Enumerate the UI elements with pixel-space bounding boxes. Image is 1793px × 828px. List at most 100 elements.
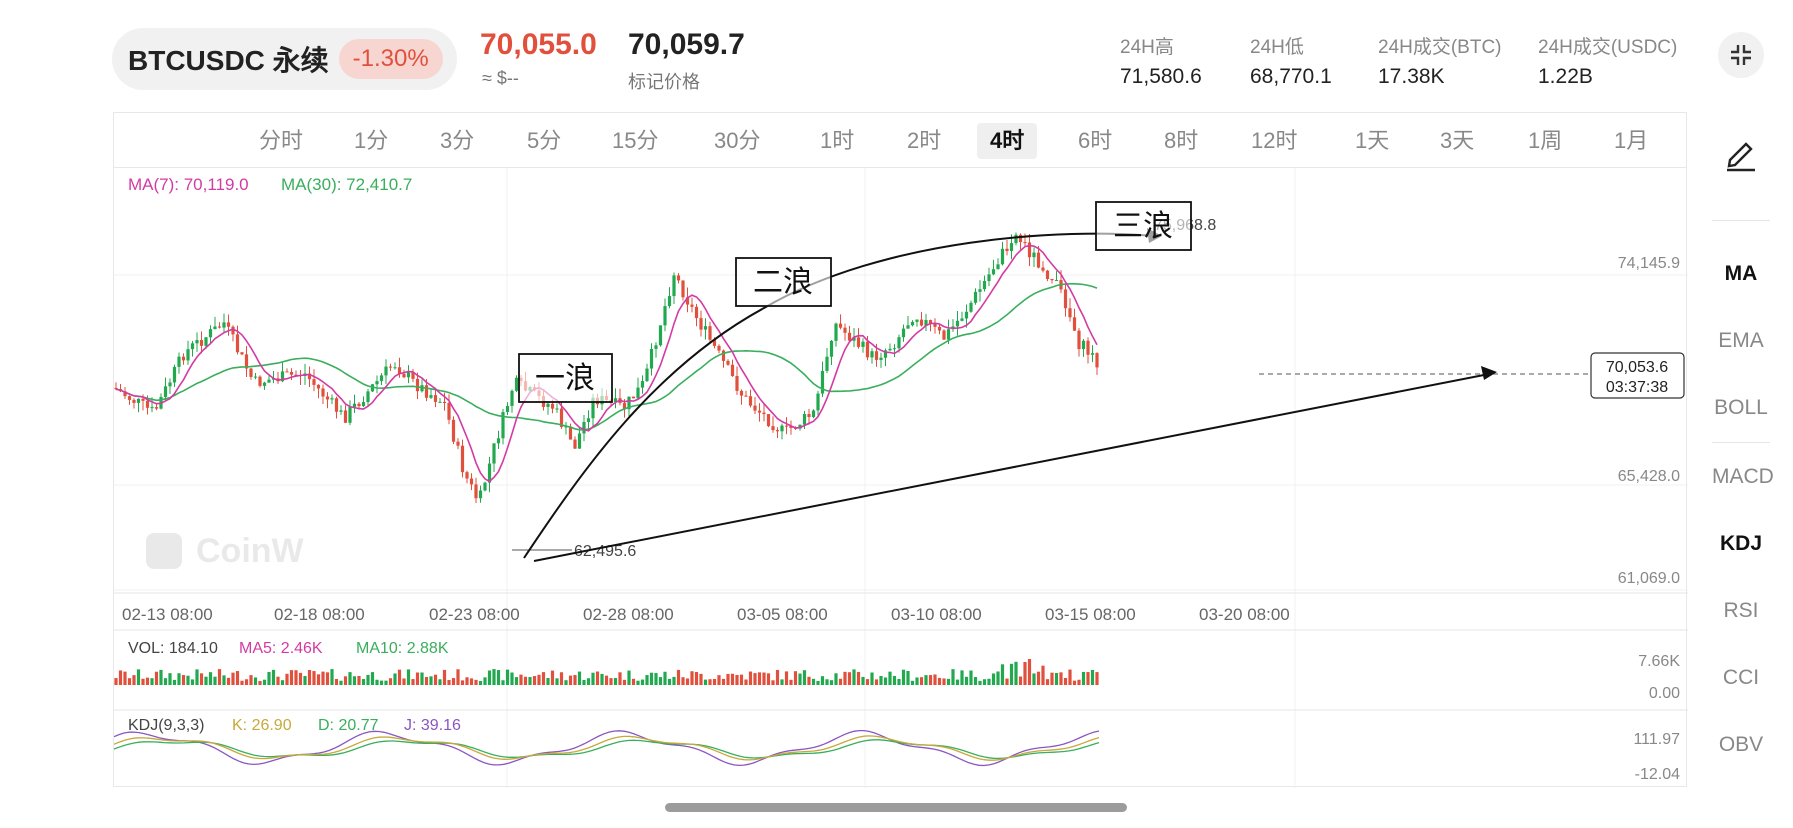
date-label: 02-28 08:00 [583,605,674,624]
indicator-obv[interactable]: OBV [1718,733,1764,756]
candle-body [483,482,487,491]
vol-axis-label: 0.00 [1649,685,1680,702]
tab-interval[interactable]: 1天 [1355,128,1390,153]
stat-label: 24H成交(BTC) [1378,37,1502,58]
volume-bar [1041,665,1045,685]
tab-interval[interactable]: 12时 [1251,128,1298,153]
volume-bar [982,679,987,685]
chart-container[interactable]: CoinW MA(7): 70,119.0 MA(30): 72,410.7 7… [113,167,1688,788]
candle-body [771,426,775,431]
volume-bar [730,673,735,685]
tab-interval[interactable]: 30分 [714,128,761,153]
volume-bar [163,678,168,685]
volume-bar [415,672,420,685]
tab-interval[interactable]: 15分 [612,128,659,153]
tab-interval[interactable]: 5分 [527,128,562,153]
volume-bar [190,679,195,685]
stat-value: 71,580.6 [1120,65,1202,88]
volume-bar [649,672,654,685]
candle-body [798,424,802,429]
kdj-k-legend: K: 26.90 [232,717,292,734]
candle-body [492,443,496,464]
collapse-button[interactable] [1718,32,1764,78]
candle-body [451,419,456,442]
candle-body [289,372,294,375]
indicator-ma[interactable]: MA [1724,262,1758,285]
candle-body [775,430,780,432]
volume-bar [1045,679,1050,685]
volume-bar [465,677,469,685]
volume-bar [181,675,186,685]
candle-body [190,343,195,350]
indicator-kdj[interactable]: KDJ [1719,532,1762,555]
volume-bar [1014,661,1018,685]
candle-body [865,341,870,358]
tab-interval[interactable]: 1时 [820,128,855,153]
volume-bar [627,670,631,685]
tab-interval[interactable]: 3分 [440,128,475,153]
volume-bar [172,679,177,685]
tab-interval[interactable]: 8时 [1164,128,1199,153]
date-label: 02-13 08:00 [122,605,213,624]
volume-bar [681,677,685,685]
volume-bar [501,680,505,685]
volume-bar [145,677,150,685]
draw-tool-button[interactable] [1712,136,1770,178]
candle-body [514,377,519,391]
volume-bar [420,672,424,685]
symbol-selector[interactable]: BTCUSDC 永续 -1.30% [112,28,457,90]
volume-bar [523,676,528,685]
tab-interval[interactable]: 1分 [354,128,389,153]
volume-bar [249,675,253,685]
volume-bar [456,669,460,685]
tab-interval[interactable]: 3天 [1440,128,1475,153]
candle-body [114,388,118,390]
tab-interval[interactable]: 2时 [907,128,942,153]
candle-body [213,326,217,330]
candle-body [1090,353,1095,355]
volume-bar [429,676,433,685]
volume-bar [694,671,699,685]
candle-body [838,323,843,328]
indicator-cci[interactable]: CCI [1722,666,1760,689]
volume-bar [240,680,244,685]
volume-bar [550,670,555,685]
home-indicator[interactable] [665,803,1127,812]
volume-bar [519,674,523,685]
candle-body [357,403,361,407]
indicator-boll[interactable]: BOLL [1714,396,1768,419]
candle-body [699,318,703,330]
tab-interval[interactable]: 1周 [1528,128,1563,153]
volume-bar [1032,673,1036,685]
candle-body [1045,270,1050,279]
indicator-rsi[interactable]: RSI [1723,599,1759,622]
candle-body [577,433,582,449]
candle-body [177,356,181,367]
tab-interval[interactable]: 6时 [1078,128,1113,153]
tab-interval[interactable]: 分时 [259,128,304,153]
volume-bar [865,679,870,685]
indicator-macd[interactable]: MACD [1712,465,1774,488]
volume-bar [703,679,708,685]
date-label: 03-20 08:00 [1199,605,1290,624]
candle-body [361,402,366,407]
volume-bar [307,670,312,685]
candle-body [960,318,964,321]
indicator-ema[interactable]: EMA [1718,329,1764,352]
tab-interval[interactable]: 1月 [1614,128,1649,153]
candle-body [240,352,244,355]
volume-bar [375,679,379,685]
candle-body [847,332,852,341]
kline-chart[interactable]: CoinW MA(7): 70,119.0 MA(30): 72,410.7 7… [113,168,1688,788]
candle-body [348,406,352,423]
volume-bar [312,671,316,685]
candle-body [1009,243,1014,252]
volume-bar [978,680,982,685]
stat-value: 1.22B [1538,65,1593,88]
volume-bar [379,680,384,685]
volume-bar [951,669,955,685]
symbol-name: BTCUSDC 永续 [128,45,329,76]
candle-body [861,341,865,347]
tab-interval-active[interactable]: 4时 [977,123,1038,159]
volume-bar [699,673,703,685]
